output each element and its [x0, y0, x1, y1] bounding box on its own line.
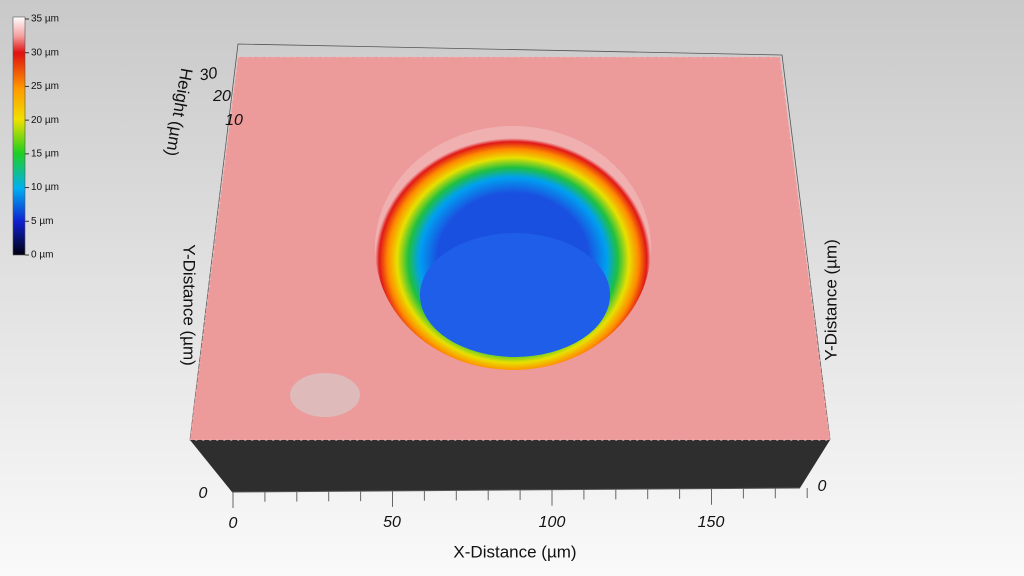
x-axis-line	[231, 487, 801, 493]
colorbar-label: 20 µm	[31, 115, 59, 126]
y-axis-title-left: Y-Distance (µm)	[180, 244, 199, 366]
x-tick-label: 0	[229, 515, 238, 532]
x-tick-label: 150	[698, 514, 725, 531]
z-tick-label: 10	[225, 112, 243, 129]
y-tick-label-right: 0	[818, 478, 827, 495]
x-tick-label: 50	[383, 514, 401, 531]
colorbar-label: 5 µm	[31, 216, 53, 227]
colorbar-label: 30 µm	[31, 47, 59, 58]
box-outline	[189, 43, 831, 441]
box-side	[190, 440, 830, 492]
y-axis-title-right: Y-Distance (µm)	[821, 239, 840, 361]
z-tick-label: 30	[198, 65, 219, 85]
colorbar-label: 25 µm	[31, 81, 59, 92]
x-tick-label: 100	[539, 514, 566, 531]
colorbar-label: 0 µm	[31, 250, 53, 261]
crater-floor	[420, 233, 610, 357]
x-axis-title: X-Distance (µm)	[453, 542, 576, 561]
colorbar-label: 15 µm	[31, 148, 59, 159]
surface-pit	[290, 373, 360, 417]
z-tick-label: 20	[212, 88, 231, 105]
colorbar-label: 35 µm	[31, 14, 59, 25]
colorbar-label: 10 µm	[31, 182, 59, 193]
colorbar	[12, 16, 26, 256]
y-tick-label-left: 0	[199, 485, 208, 502]
